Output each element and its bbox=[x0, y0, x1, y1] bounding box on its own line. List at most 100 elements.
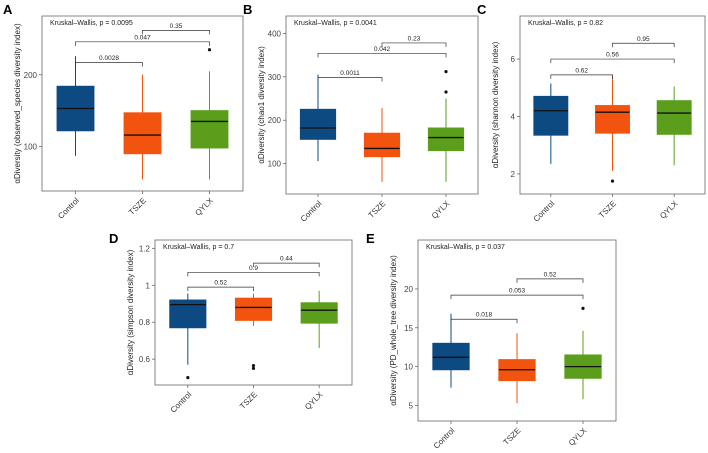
panel-letter: E bbox=[366, 231, 375, 246]
outlier-point bbox=[251, 366, 256, 370]
p-value-label: 0.62 bbox=[575, 67, 588, 74]
box-control bbox=[299, 74, 337, 162]
box-tsze bbox=[595, 74, 630, 183]
p-value-label: 0.018 bbox=[476, 312, 493, 319]
bracket-line bbox=[450, 294, 584, 300]
outlier-point bbox=[186, 376, 190, 380]
comparison-bracket: 0.52 bbox=[516, 271, 584, 283]
box-iqr bbox=[533, 95, 569, 136]
x-tick-label: Control bbox=[56, 196, 81, 221]
bracket-line bbox=[142, 29, 210, 35]
bracket-line bbox=[187, 286, 254, 292]
y-tick-label: 1.2 bbox=[139, 244, 151, 253]
bracket-line bbox=[187, 271, 320, 277]
y-tick-label: 200 bbox=[24, 71, 38, 80]
comparison-bracket: 0.047 bbox=[75, 34, 210, 46]
x-tick-label: QYLX bbox=[430, 199, 452, 221]
panel-letter: B bbox=[243, 2, 252, 17]
outlier-point bbox=[610, 179, 615, 183]
x-tick-label: TSZE bbox=[238, 390, 259, 411]
bracket-line bbox=[317, 77, 383, 82]
box-iqr bbox=[363, 132, 401, 158]
comparison-bracket: 0.56 bbox=[550, 52, 675, 64]
y-axis-label: αDiversity (shannon diversity index) bbox=[491, 41, 500, 168]
p-value-label: 0.9 bbox=[249, 265, 258, 272]
y-axis-label: αDiversity (PD_whole_tree diversity inde… bbox=[389, 255, 398, 406]
outlier-point bbox=[444, 90, 448, 94]
box-iqr bbox=[656, 100, 692, 135]
box-qylx bbox=[427, 69, 465, 182]
bracket-line bbox=[550, 74, 613, 79]
comparison-bracket: 0.95 bbox=[612, 36, 675, 48]
stat-test-label: Kruskal–Wallis, p = 0.0041 bbox=[294, 20, 377, 27]
box-iqr bbox=[123, 112, 162, 155]
x-tick-label: Control bbox=[432, 426, 457, 451]
comparison-bracket: 0.0011 bbox=[317, 70, 383, 82]
box-tsze bbox=[363, 108, 401, 182]
panel-b: B Kruskal–Wallis, p = 0.0041 αDiversity (c… bbox=[243, 2, 479, 224]
x-tick-label: TSZE bbox=[502, 426, 523, 447]
box-qylx bbox=[300, 290, 338, 349]
y-tick-label: 5 bbox=[409, 401, 414, 410]
y-tick-label: 4 bbox=[511, 112, 516, 121]
outlier-point bbox=[581, 306, 585, 310]
x-tick-label: Control bbox=[169, 390, 194, 415]
bracket-line bbox=[450, 318, 518, 324]
bracket-line bbox=[253, 262, 320, 268]
box-tsze bbox=[234, 293, 273, 370]
box-control bbox=[169, 293, 207, 380]
outlier-point bbox=[251, 364, 256, 368]
y-axis-label: αDiversity (observed_species diversity i… bbox=[13, 23, 22, 184]
x-tick-label: QYLX bbox=[303, 390, 325, 412]
x-tick-label: TSZE bbox=[127, 196, 148, 217]
comparison-bracket: 0.9 bbox=[187, 265, 320, 277]
p-value-label: 0.52 bbox=[214, 280, 227, 287]
bracket-line bbox=[317, 52, 447, 58]
bracket-line bbox=[75, 62, 143, 67]
bracket-line bbox=[381, 42, 447, 47]
bracket-line bbox=[550, 58, 675, 64]
y-tick-label: 6 bbox=[511, 55, 516, 64]
stat-test-label: Kruskal–Wallis, p = 0.7 bbox=[163, 244, 234, 251]
x-tick-label: Control bbox=[532, 199, 557, 224]
x-tick-label: QYLX bbox=[193, 196, 215, 218]
comparison-bracket: 0.23 bbox=[381, 35, 447, 47]
p-value-label: 0.047 bbox=[134, 34, 151, 41]
y-tick-label: 0.6 bbox=[139, 355, 151, 364]
box-iqr bbox=[190, 110, 229, 149]
x-tick-label: TSZE bbox=[367, 199, 388, 220]
bracket-line bbox=[516, 278, 584, 283]
x-tick-label: Control bbox=[299, 199, 324, 224]
y-tick-label: 2 bbox=[511, 170, 516, 179]
y-tick-label: 300 bbox=[268, 73, 282, 82]
box-tsze bbox=[123, 74, 162, 180]
box-tsze bbox=[498, 333, 536, 404]
y-tick-label: 400 bbox=[268, 29, 282, 38]
panel-a: A Kruskal–Wallis, p = 0.0095 αDiversity (o… bbox=[3, 2, 244, 221]
y-axis-label: αDiversity (simpson diversity index) bbox=[126, 249, 135, 375]
comparison-bracket: 0.44 bbox=[253, 256, 320, 268]
bracket-line bbox=[75, 41, 210, 46]
comparison-bracket: 0.52 bbox=[187, 280, 254, 292]
box-iqr bbox=[299, 108, 337, 140]
y-tick-label: 1 bbox=[146, 281, 151, 290]
stat-test-label: Kruskal–Wallis, p = 0.037 bbox=[426, 244, 505, 251]
comparison-bracket: 0.35 bbox=[142, 23, 210, 35]
p-value-label: 0.0011 bbox=[340, 70, 360, 77]
comparison-bracket: 0.0028 bbox=[75, 55, 143, 67]
p-value-label: 0.35 bbox=[170, 23, 183, 30]
comparison-bracket: 0.62 bbox=[550, 67, 613, 79]
y-tick-label: 15 bbox=[404, 324, 413, 333]
p-value-label: 0.0028 bbox=[99, 55, 119, 62]
panel-letter: D bbox=[109, 231, 118, 246]
comparison-bracket: 0.053 bbox=[450, 288, 584, 300]
box-iqr bbox=[427, 127, 465, 152]
p-value-label: 0.52 bbox=[544, 271, 557, 278]
comparison-bracket: 0.018 bbox=[450, 312, 518, 324]
panel-letter: C bbox=[477, 2, 487, 17]
box-qylx bbox=[564, 306, 602, 400]
box-control bbox=[533, 83, 569, 164]
y-tick-label: 10 bbox=[404, 363, 413, 372]
box-iqr bbox=[432, 342, 470, 371]
